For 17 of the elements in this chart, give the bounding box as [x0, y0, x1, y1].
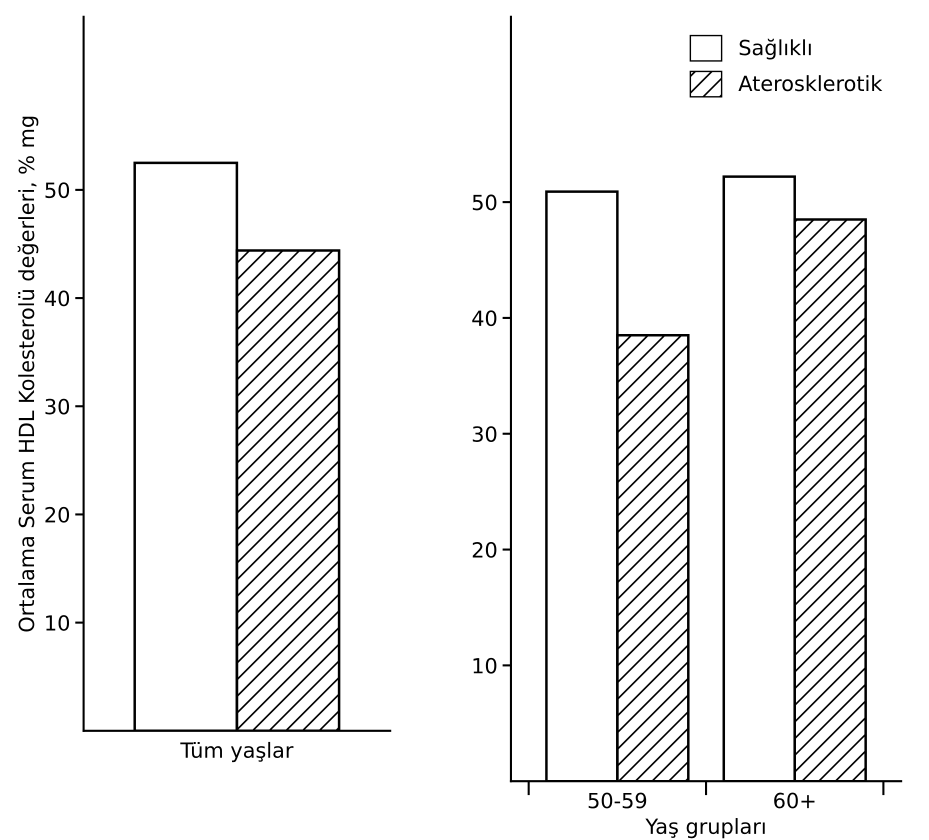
x-axis-title: Yaş grupları [645, 818, 765, 838]
legend-label: Aterosklerotik [738, 75, 882, 92]
y-tick-label: 10 [46, 615, 70, 631]
y-tick-label: 20 [472, 542, 496, 558]
x-tick-label: 50-59 [588, 792, 646, 808]
y-tick-label: 30 [472, 426, 496, 442]
y-tick-label: 10 [474, 658, 496, 674]
y-tick-label: 30 [45, 398, 70, 414]
y-tick-label: 20 [45, 506, 70, 523]
y-tick-label: 40 [472, 310, 496, 326]
y-axis-title: Ortalama Serum HDL Kolesterolü değerleri, % mg [18, 116, 38, 632]
x-tick-label: 60+ [774, 792, 814, 808]
y-tick-label: 50 [46, 182, 70, 198]
y-tick-label: 50 [472, 194, 496, 210]
legend-label: Sağlıklı [740, 38, 811, 60]
x-tick-label: Tüm yaşlar [180, 742, 294, 762]
y-tick-label: 40 [44, 290, 70, 306]
